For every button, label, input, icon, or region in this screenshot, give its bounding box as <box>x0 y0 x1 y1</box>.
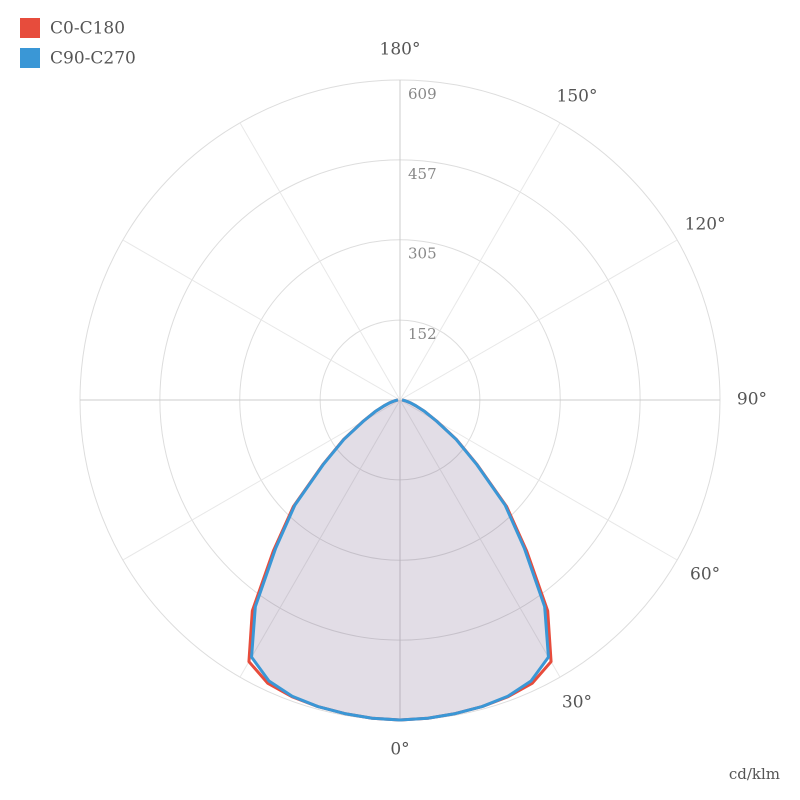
grid-spoke <box>239 399 401 678</box>
legend-swatch <box>20 18 40 38</box>
unit-label: cd/klm <box>729 765 780 783</box>
intensity-area <box>400 400 549 720</box>
intensity-area <box>251 400 400 720</box>
angle-label: 30° <box>562 693 592 713</box>
grid-spoke <box>239 122 401 401</box>
grid-spoke <box>122 239 401 401</box>
grid-spoke <box>399 239 678 401</box>
r-tick-label: 305 <box>408 245 437 263</box>
angle-label: 60° <box>690 565 720 585</box>
angle-label: 150° <box>557 86 598 106</box>
angle-label: 0° <box>390 740 409 760</box>
legend-swatch <box>20 48 40 68</box>
legend-label: C0-C180 <box>50 19 125 39</box>
angle-label: 180° <box>380 40 421 60</box>
grid-spoke <box>122 399 401 561</box>
r-tick-label: 609 <box>408 85 437 103</box>
r-tick-label: 457 <box>408 165 437 183</box>
legend-label: C90-C270 <box>50 49 136 69</box>
grid-spoke <box>399 399 561 678</box>
angle-label: 120° <box>685 215 726 235</box>
grid-spoke <box>399 399 678 561</box>
angle-label: 90° <box>737 390 767 410</box>
grid-spoke <box>399 122 561 401</box>
intensity-curve <box>250 398 401 722</box>
r-tick-label: 152 <box>408 325 437 343</box>
intensity-curve <box>399 398 550 722</box>
